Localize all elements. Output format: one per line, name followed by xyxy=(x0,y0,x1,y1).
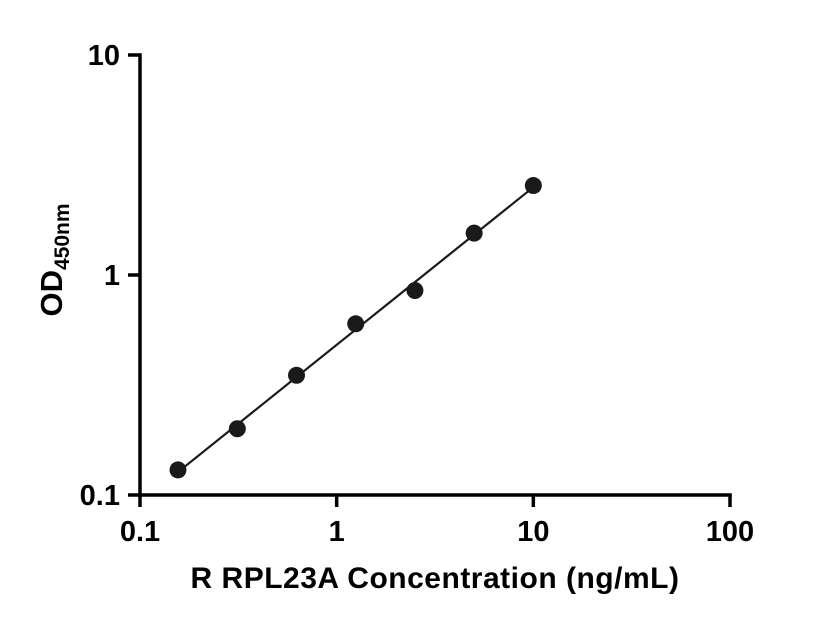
y-axis-title-subscript: 450nm xyxy=(51,203,75,271)
data-point xyxy=(288,366,306,384)
data-point xyxy=(228,420,246,438)
y-tick-label: 0.1 xyxy=(80,480,120,512)
y-tick-label: 10 xyxy=(88,40,120,72)
data-point xyxy=(465,224,483,242)
x-tick-label: 0.1 xyxy=(120,516,160,548)
x-tick-label: 1 xyxy=(329,516,345,548)
y-tick-label: 1 xyxy=(104,260,120,292)
y-axis-title: OD450nm xyxy=(30,110,74,410)
x-tick-label: 100 xyxy=(706,516,754,548)
x-tick-label: 10 xyxy=(517,516,549,548)
x-axis-title: R RPL23A Concentration (ng/mL) xyxy=(190,562,680,595)
data-point xyxy=(169,461,187,479)
data-point xyxy=(406,282,424,300)
y-axis-title-main: OD xyxy=(34,270,69,317)
data-point xyxy=(524,177,542,195)
data-point xyxy=(347,315,365,333)
